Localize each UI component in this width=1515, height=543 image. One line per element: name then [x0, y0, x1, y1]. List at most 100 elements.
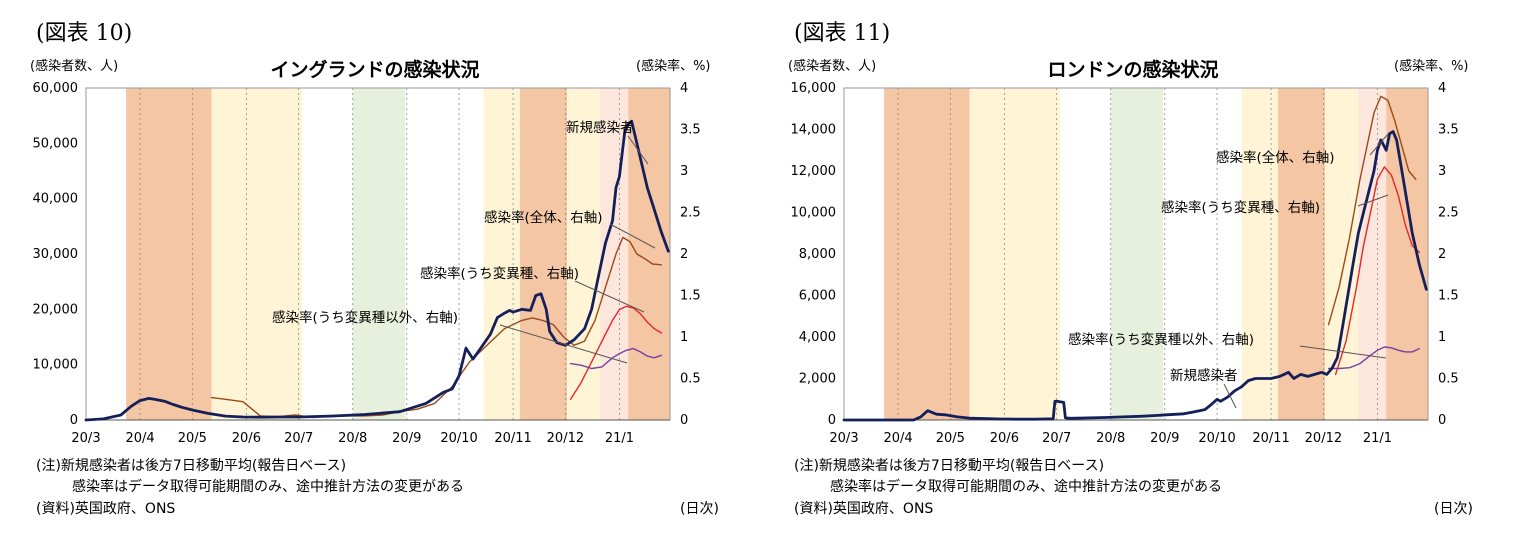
shaded-period-8: [628, 88, 670, 420]
leader-line-rate-nonvariant: [499, 324, 628, 364]
x-unit-label: (日次): [680, 501, 719, 517]
y2-tick-label: 3.5: [680, 123, 701, 138]
x-tick-label: 20/7: [284, 431, 313, 446]
source-line: (資料)英国政府、ONS: [36, 500, 175, 517]
y-tick-label: 0: [828, 413, 836, 428]
x-tick-label: 20/10: [1198, 431, 1235, 446]
series-line-rate-variant: [1334, 166, 1420, 376]
annotation-rate-nonvariant: 感染率(うち変異種以外、右軸): [1068, 331, 1254, 348]
y2-tick-label: 1: [680, 330, 688, 345]
y-tick-label: 60,000: [33, 81, 79, 96]
y2-tick-label: 0: [1438, 413, 1446, 428]
x-tick-label: 20/5: [178, 431, 207, 446]
leader-line-new-cases: [1223, 383, 1237, 409]
x-tick-label: 20/9: [1150, 431, 1179, 446]
y-tick-label: 50,000: [33, 136, 79, 151]
annotation-rate-variant: 感染率(うち変異種、右軸): [1161, 199, 1320, 216]
y-tick-label: 40,000: [33, 192, 79, 207]
leader-line-rate-total: [1369, 133, 1389, 156]
shaded-period-1: [884, 88, 970, 420]
leader-line-rate-total: [609, 223, 656, 249]
y-tick-label: 0: [70, 413, 78, 428]
x-tick-label: 20/7: [1042, 431, 1071, 446]
shaded-period-6: [567, 88, 601, 420]
x-tick-label: 21/1: [605, 431, 634, 446]
shaded-period-2: [969, 88, 1061, 420]
annotation-new-cases: 新規感染者: [1170, 367, 1238, 384]
y2-tick-label: 4: [1438, 81, 1446, 96]
x-tick-label: 20/9: [392, 431, 421, 446]
y-tick-label: 6,000: [799, 289, 836, 304]
chart-title: ロンドンの感染状況: [1047, 58, 1218, 81]
annotation-rate-nonvariant: 感染率(うち変異種以外、右軸): [272, 309, 458, 326]
y-tick-label: 20,000: [33, 302, 79, 317]
chart-england: 0 10,000 20,000 30,000 40,000 50,000 60,000 0 0.…: [30, 21, 719, 517]
series-line-new-cases: [84, 119, 670, 422]
y2-tick-label: 2: [680, 247, 688, 262]
chart-london: 0 2,000 4,000 6,000 8,000 10,000 12,000 14,000 1…: [788, 21, 1473, 517]
y-tick-label: 10,000: [791, 206, 837, 221]
x-unit-label: (日次): [1434, 501, 1473, 517]
shaded-period-2: [211, 88, 303, 420]
shaded-period-4: [483, 88, 521, 420]
x-tick-label: 20/11: [494, 431, 531, 446]
x-tick-label: 20/10: [440, 431, 477, 446]
note-line-1: (注)新規感染者は後方7日移動平均(報告日ベース): [36, 457, 346, 474]
annotation-new-cases: 新規感染者: [566, 119, 634, 136]
note-line-2: 感染率はデータ取得可能期間のみ、途中推計方法の変更がある: [72, 478, 464, 495]
y-tick-label: 30,000: [33, 247, 79, 262]
y2-tick-label: 3: [1438, 164, 1446, 179]
y-tick-label: 12,000: [791, 164, 837, 179]
leader-line-rate-variant: [1357, 194, 1389, 207]
y2-tick-label: 4: [680, 81, 688, 96]
x-tick-label: 20/4: [883, 431, 912, 446]
x-tick-label: 20/8: [338, 431, 367, 446]
annotation-rate-total: 感染率(全体、右軸): [484, 209, 603, 226]
y2-tick-label: 0: [680, 413, 688, 428]
figure-label: (図表 10): [36, 21, 132, 46]
x-tick-label: 20/3: [71, 431, 100, 446]
x-tick-label: 21/1: [1363, 431, 1392, 446]
y2-axis-label: (感染率、%): [636, 58, 711, 74]
chart-title: イングランドの感染状況: [270, 58, 479, 81]
y-tick-label: 10,000: [33, 358, 79, 373]
x-tick-label: 20/4: [125, 431, 154, 446]
series-line-rate-nonvariant: [569, 347, 662, 370]
y2-tick-label: 1.5: [1438, 289, 1459, 304]
chart-panel-england: 0 10,000 20,000 30,000 40,000 50,000 60,000 0 0.…: [0, 0, 757, 543]
y2-tick-label: 0.5: [680, 372, 701, 387]
shaded-period-1: [126, 88, 212, 420]
y-tick-label: 2,000: [799, 372, 836, 387]
shaded-period-6: [1325, 88, 1359, 420]
y2-tick-label: 2.5: [680, 206, 701, 221]
shaded-period-3: [1110, 88, 1164, 420]
series-line-rate-variant: [569, 305, 662, 400]
x-tick-label: 20/12: [547, 431, 584, 446]
x-tick-label: 20/12: [1305, 431, 1342, 446]
series-line-rate-nonvariant: [1327, 346, 1420, 370]
x-tick-label: 20/3: [829, 431, 858, 446]
note-line-1: (注)新規感染者は後方7日移動平均(報告日ベース): [794, 457, 1104, 474]
y2-tick-label: 0.5: [1438, 372, 1459, 387]
shaded-period-8: [1386, 88, 1428, 420]
source-line: (資料)英国政府、ONS: [794, 500, 933, 517]
y-tick-label: 4,000: [799, 330, 836, 345]
y2-tick-label: 1.5: [680, 289, 701, 304]
x-tick-label: 20/5: [936, 431, 965, 446]
y-tick-label: 14,000: [791, 123, 837, 138]
series-line-new-cases: [842, 130, 1428, 422]
leader-line-rate-variant: [574, 280, 645, 313]
note-line-2: 感染率はデータ取得可能期間のみ、途中推計方法の変更がある: [830, 478, 1222, 495]
figure-label: (図表 11): [794, 21, 890, 46]
x-tick-label: 20/8: [1096, 431, 1125, 446]
shaded-period-5: [520, 88, 568, 420]
x-tick-label: 20/11: [1252, 431, 1289, 446]
y2-tick-label: 3.5: [1438, 123, 1459, 138]
leader-line-new-cases: [627, 135, 649, 165]
shaded-period-5: [1278, 88, 1326, 420]
annotation-rate-total: 感染率(全体、右軸): [1216, 149, 1335, 166]
y2-tick-label: 2.5: [1438, 206, 1459, 221]
chart-panel-london: 0 2,000 4,000 6,000 8,000 10,000 12,000 14,000 1…: [758, 0, 1515, 543]
shaded-period-3: [352, 88, 406, 420]
y2-tick-label: 1: [1438, 330, 1446, 345]
